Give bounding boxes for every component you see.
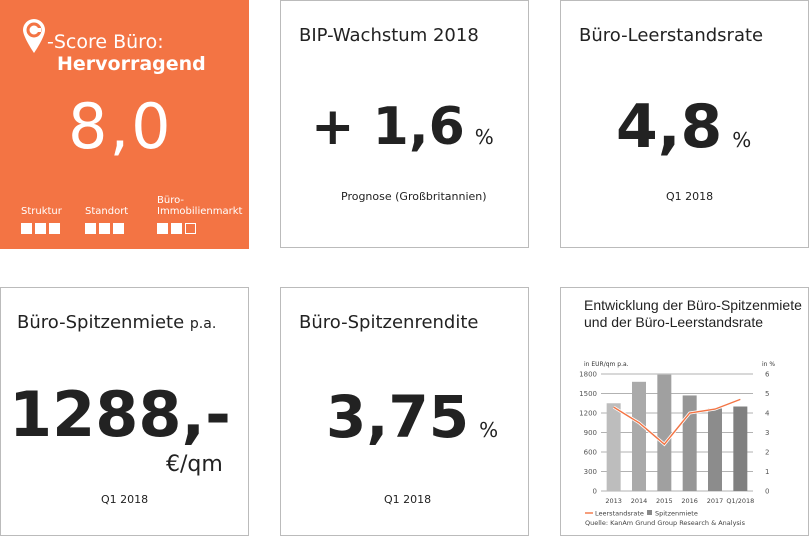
y-tick-left: 1200 [579,410,597,418]
miete-note: Q1 2018 [101,493,149,506]
rendite-value: 3,75 [326,383,470,451]
leerstand-title: Büro-Leerstandsrate [579,25,764,46]
line-series-leerstandsrate [613,398,741,446]
legend-bar-swatch [647,510,652,515]
y-tick-left: 1800 [579,371,597,379]
x-tick: Q1/2018 [726,497,754,505]
rendite-title: Büro-Spitzenrendite [299,312,479,333]
y-tick-left: 900 [584,429,597,437]
legend-spitzenmiete: Spitzenmiete [655,510,698,518]
bip-title: BIP-Wachstum 2018 [299,25,479,46]
bip-card: BIP-Wachstum 2018 + 1,6 % Prognose (Groß… [280,0,529,248]
x-tick: 2013 [605,497,622,505]
chart-source: Quelle: KanAm Grund Group Research & Ana… [585,519,746,527]
criterion-label: Struktur [21,206,62,217]
y-tick-right: 5 [765,390,769,398]
x-tick: 2016 [681,497,698,505]
rendite-note: Q1 2018 [384,493,432,506]
chart-title: Entwicklung der Büro-Spitzenmiete und de… [584,297,802,330]
bar [708,408,722,491]
legend-leerstandsrate: Leerstandsrate [595,510,644,518]
y-tick-left: 1500 [579,390,597,398]
left-axis-label: in EUR/qm p.a. [584,361,629,368]
x-tick: 2014 [631,497,648,505]
bip-value: + 1,6 [311,97,465,157]
score-value: 8,0 [68,90,173,163]
rendite-card: Büro-Spitzenrendite 3,75 % Q1 2018 [280,287,529,536]
criterion-label: Standort [85,206,129,217]
x-tick: 2017 [707,497,724,505]
map-pin-c-icon [23,19,45,53]
chart-card: Entwicklung der Büro-Spitzenmiete und de… [560,287,809,536]
y-tick-left: 300 [584,468,597,476]
bar [606,403,621,491]
bip-unit: % [474,125,494,149]
score-rating: Hervorragend [57,53,206,75]
y-tick-right: 1 [765,468,769,476]
y-tick-right: 0 [765,488,769,496]
miete-card: Büro-Spitzenmiete p.a. 1288,- €/qm Q1 20… [0,287,249,536]
y-tick-right: 6 [765,371,770,379]
chart: in EUR/qm p.a. in % 0 0 300 1 600 2 900 3 1200 4 150… [579,361,775,527]
miete-title-suffix: p.a. [189,316,217,332]
bar [632,381,646,491]
leerstand-unit: % [732,128,752,152]
bip-note: Prognose (Großbritannien) [341,190,487,203]
y-tick-left: 600 [584,449,597,457]
miete-unit: €/qm [166,452,223,477]
criterion-rating [85,221,127,237]
y-tick-right: 2 [765,449,769,457]
bar [682,395,697,491]
leerstand-card: Büro-Leerstandsrate 4,8 % Q1 2018 [560,0,809,248]
criterion-label: Büro- Immobilienmarkt [157,195,243,217]
bar [657,374,672,491]
x-tick: 2015 [656,497,673,505]
miete-title: Büro-Spitzenmiete [17,312,185,333]
criterion-rating [21,221,63,237]
y-tick-left: 0 [593,488,597,496]
right-axis-label: in % [762,361,775,368]
criterion-rating [157,221,199,237]
miete-value: 1288,- [9,378,231,451]
score-card: -Score Büro: Hervorragend 8,0 Struktur S… [0,0,249,249]
bar [733,406,748,491]
y-tick-right: 3 [765,429,769,437]
leerstand-note: Q1 2018 [666,190,714,203]
rendite-unit: % [479,418,499,442]
leerstand-value: 4,8 [616,92,723,162]
y-tick-right: 4 [765,410,770,418]
score-title: -Score Büro: [47,31,164,53]
